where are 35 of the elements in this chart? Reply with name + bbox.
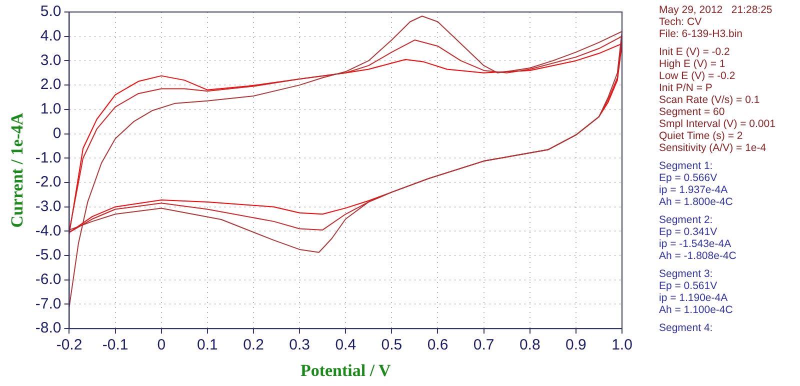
y-tick-label: -1.0 [35, 149, 62, 166]
x-tick-label: 0.4 [335, 336, 356, 354]
x-tick-label: 0.1 [197, 336, 218, 354]
y-tick-label: 1.0 [40, 100, 62, 118]
text: Segment 2: Ep = 0.341V ip = -1.543e-4A Ah = -1.808e-4C [659, 214, 738, 262]
x-tick-label: 0 [157, 336, 166, 354]
x-tick-label: 0.9 [566, 336, 586, 354]
x-tick-label: 0.3 [289, 336, 310, 354]
x-tick-label: -0.1 [102, 336, 128, 354]
y-tick-label: -4.0 [35, 222, 62, 240]
x-tick-label: 0.5 [381, 336, 402, 354]
y-tick-label: -3.0 [35, 198, 62, 215]
x-tick-label: 0.7 [473, 336, 494, 354]
y-tick-label: -6.0 [35, 271, 62, 288]
text: Segment 4: [659, 322, 714, 334]
text: Init E (V) = -0.2 High E (V) = 1 Low E (V) = -0.2 Init P/N = P Scan Rate (V/s) = 0.1 Segment = 60 Smpl Interval (V) = 0.001 Quiet Time (s) = 2 Sensitivity (A/V) = 1e-4 [659, 46, 776, 154]
y-tick-label: 0 [52, 124, 62, 142]
x-tick-label: 0.8 [519, 336, 540, 354]
y-tick-label: -8.0 [35, 320, 62, 337]
y-tick-label: -5.0 [35, 246, 62, 264]
y-tick-label: 3.0 [40, 52, 62, 69]
y-tick-label: 2.0 [40, 76, 62, 94]
x-tick-label: 0.2 [243, 336, 264, 354]
y-tick-label: -7.0 [35, 295, 62, 312]
x-tick-label: 1.0 [612, 336, 632, 354]
x-tick-label: -0.2 [56, 336, 82, 354]
y-tick-label: -2.0 [35, 174, 62, 191]
x-tick-label: 0.6 [427, 336, 448, 354]
text: Segment 3: Ep = 0.561V ip = 1.190e-4A Ah = 1.100e-4C [659, 268, 734, 316]
y-axis-title: Current / 1e-4A [8, 112, 27, 228]
text: May 29, 2012 21:28:25 Tech: CV File: 6-139-H3.bin [659, 4, 774, 40]
y-tick-label: 4.0 [40, 27, 62, 44]
y-tick-label: 5.0 [40, 3, 62, 20]
text: Segment 1: Ep = 0.566V ip = 1.937e-4A Ah = 1.800e-4C [659, 160, 734, 208]
x-axis-title: Potential / V [300, 361, 392, 380]
